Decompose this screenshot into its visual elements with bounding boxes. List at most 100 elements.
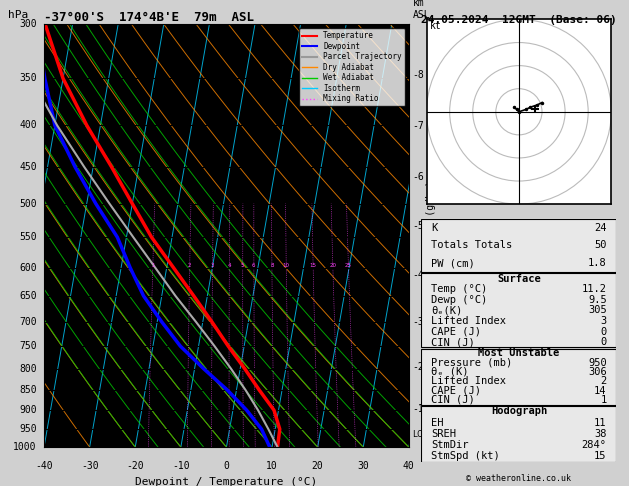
Text: Hodograph: Hodograph — [491, 406, 547, 417]
Parcel Trajectory — [28, 75, 35, 81]
Text: hPa: hPa — [8, 10, 28, 20]
Text: 50: 50 — [594, 241, 606, 250]
Temperature — [42, 21, 49, 27]
Temperature — [255, 387, 263, 393]
Text: -40: -40 — [35, 461, 53, 471]
Parcel Trajectory — [227, 366, 235, 372]
Text: Surface: Surface — [497, 274, 541, 284]
Text: 1: 1 — [151, 263, 155, 268]
Text: 25: 25 — [345, 263, 352, 268]
Text: 300: 300 — [19, 19, 36, 29]
Text: 1.8: 1.8 — [588, 258, 606, 268]
Text: -6: -6 — [413, 172, 424, 182]
Dewpoint — [243, 407, 250, 413]
Text: © weatheronline.co.uk: © weatheronline.co.uk — [467, 474, 571, 483]
Text: 14: 14 — [594, 385, 606, 396]
Text: Temp (°C): Temp (°C) — [431, 284, 487, 294]
Text: CAPE (J): CAPE (J) — [431, 327, 481, 337]
Dewpoint — [71, 164, 79, 170]
Text: 30: 30 — [357, 461, 369, 471]
Dewpoint — [114, 234, 121, 240]
Text: -4: -4 — [413, 270, 424, 279]
Line: Temperature: Temperature — [45, 24, 280, 447]
Temperature — [274, 444, 281, 450]
Text: 10: 10 — [283, 263, 290, 268]
Text: 6: 6 — [252, 263, 255, 268]
Dewpoint — [41, 75, 48, 81]
Text: 800: 800 — [19, 364, 36, 374]
Text: 15: 15 — [309, 263, 316, 268]
Text: -5: -5 — [413, 221, 424, 231]
Dewpoint — [158, 319, 165, 325]
Temperature — [83, 122, 91, 128]
Text: 15: 15 — [594, 451, 606, 461]
Line: Parcel Trajectory: Parcel Trajectory — [9, 24, 277, 447]
Parcel Trajectory — [172, 293, 179, 299]
Parcel Trajectory — [81, 164, 88, 170]
Dewpoint — [140, 293, 147, 299]
Text: StmDir: StmDir — [431, 440, 469, 450]
Text: -8: -8 — [413, 70, 424, 80]
Text: θₑ (K): θₑ (K) — [431, 367, 469, 377]
Parcel Trajectory — [5, 21, 13, 27]
Text: 4: 4 — [228, 263, 231, 268]
Dewpoint — [51, 122, 58, 128]
Text: 2: 2 — [188, 263, 191, 268]
Temperature — [108, 164, 115, 170]
Text: 400: 400 — [19, 121, 36, 130]
Text: 450: 450 — [19, 162, 36, 172]
Text: 8: 8 — [270, 263, 274, 268]
Temperature — [190, 293, 198, 299]
Text: 500: 500 — [19, 199, 36, 208]
Temperature — [241, 366, 248, 372]
Bar — [421, 349, 616, 404]
Text: -7: -7 — [413, 121, 424, 131]
Dewpoint — [200, 366, 208, 372]
Parcel Trajectory — [254, 407, 262, 413]
Text: θₑ(K): θₑ(K) — [431, 305, 462, 315]
Text: CIN (J): CIN (J) — [431, 337, 475, 347]
Text: 850: 850 — [19, 385, 36, 395]
Text: 10: 10 — [266, 461, 278, 471]
Parcel Trajectory — [242, 387, 249, 393]
Text: Lifted Index: Lifted Index — [431, 316, 506, 326]
Text: 305: 305 — [588, 305, 606, 315]
Text: 5: 5 — [241, 263, 245, 268]
Text: SREH: SREH — [431, 429, 456, 439]
Dewpoint — [266, 444, 274, 450]
Text: 650: 650 — [19, 291, 36, 301]
Text: 24: 24 — [594, 223, 606, 233]
Text: 1000: 1000 — [13, 442, 36, 452]
Bar — [421, 273, 616, 347]
Text: 0: 0 — [601, 327, 606, 337]
Dewpoint — [223, 387, 231, 393]
Text: 20: 20 — [312, 461, 323, 471]
Text: -37°00'S  174°4B'E  79m  ASL: -37°00'S 174°4B'E 79m ASL — [44, 11, 254, 24]
Temperature — [148, 234, 155, 240]
Text: Mixing Ratio (g/kg): Mixing Ratio (g/kg) — [426, 180, 436, 292]
Text: 600: 600 — [19, 263, 36, 273]
Temperature — [128, 201, 136, 207]
Text: 0: 0 — [601, 337, 606, 347]
Text: km
ASL: km ASL — [413, 0, 430, 20]
Text: kt: kt — [430, 21, 442, 31]
Dewpoint — [126, 265, 134, 271]
Bar — [421, 219, 616, 272]
Temperature — [208, 319, 216, 325]
Text: CAPE (J): CAPE (J) — [431, 385, 481, 396]
Text: 306: 306 — [588, 367, 606, 377]
Temperature — [276, 426, 284, 432]
Temperature — [170, 265, 177, 271]
Text: 11: 11 — [594, 417, 606, 428]
Text: 284°: 284° — [582, 440, 606, 450]
Parcel Trajectory — [192, 319, 200, 325]
Parcel Trajectory — [265, 426, 272, 432]
Text: 350: 350 — [19, 73, 36, 84]
Text: PW (cm): PW (cm) — [431, 258, 475, 268]
Text: 3: 3 — [601, 316, 606, 326]
Text: 950: 950 — [588, 358, 606, 368]
Legend: Temperature, Dewpoint, Parcel Trajectory, Dry Adiabat, Wet Adiabat, Isotherm, Mi: Temperature, Dewpoint, Parcel Trajectory… — [299, 28, 405, 106]
Text: CIN (J): CIN (J) — [431, 395, 475, 405]
Parcel Trajectory — [106, 201, 113, 207]
Text: -2: -2 — [413, 362, 424, 372]
